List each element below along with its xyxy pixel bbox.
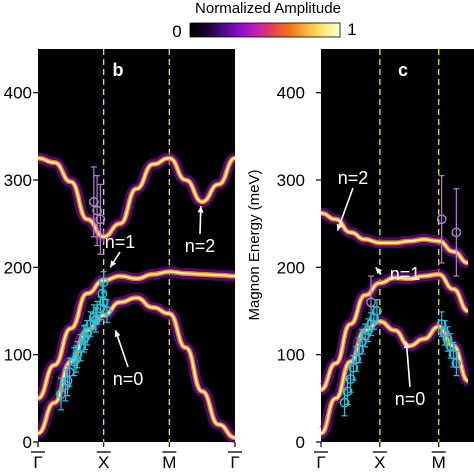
annotation-label: n=0	[395, 389, 426, 409]
data-point	[436, 214, 447, 225]
data-point	[445, 341, 456, 351]
panel-c-experimental-points	[339, 175, 462, 417]
data-point	[354, 345, 365, 356]
y-tick-label: 300	[4, 171, 32, 190]
panel-b-experimental-points	[56, 166, 112, 411]
annotation-label: n=1	[105, 232, 136, 252]
series-n=2	[320, 212, 469, 265]
x-tick-label: M	[162, 453, 176, 472]
colorbar-min-label: 0	[172, 22, 181, 41]
data-point	[90, 314, 101, 325]
panel-c-annotations: n=2 n=1 n=0	[336, 168, 426, 409]
x-tick-label: X	[98, 453, 109, 472]
data-point	[348, 362, 359, 373]
x-tick-label: Γ	[33, 453, 42, 472]
annotation-arrow	[114, 329, 129, 368]
x-tick-label: Γ	[230, 453, 239, 472]
colorbar-max-label: 1	[347, 20, 356, 39]
y-tick-label: 100	[277, 346, 305, 365]
panel-c-series	[318, 207, 471, 439]
y-tick-label: 200	[277, 258, 305, 277]
panel-b-annotations: n=2 n=1 n=0	[105, 206, 216, 389]
data-point	[71, 354, 81, 364]
x-tick-label: M	[432, 453, 446, 472]
series-n=0	[320, 320, 469, 435]
panel-c-y-axis-label: Magnon Energy (meV)	[246, 170, 263, 321]
data-point	[62, 375, 73, 386]
data-point	[351, 354, 362, 364]
y-tick-label: 400	[277, 84, 305, 103]
data-point	[439, 327, 450, 338]
data-point	[448, 349, 459, 360]
annotation-arrowhead	[403, 341, 410, 349]
data-point	[363, 325, 373, 336]
y-tick-label: 200	[4, 258, 32, 277]
data-point	[102, 306, 112, 316]
colorbar-bar	[189, 22, 341, 38]
data-point	[436, 319, 447, 329]
data-point	[80, 332, 91, 343]
y-tick-label: 0	[23, 433, 32, 452]
colorbar-title: Normalized Amplitude	[195, 0, 341, 17]
panel-c-y-axis: 0 100 200 300 400	[277, 84, 321, 452]
panel-c-letter: c	[398, 60, 408, 80]
panel-b-series	[35, 152, 238, 444]
annotation-label: n=2	[338, 168, 369, 188]
panel-c: Magnon Energy (meV) 0 100 200 300 400 Γ X M n=…	[246, 49, 474, 472]
panel-b-letter: b	[113, 60, 124, 80]
panel-c-dashed-lines	[379, 49, 440, 442]
data-point	[451, 227, 462, 238]
annotation-arrowhead	[110, 260, 117, 268]
annotation-arrowhead	[336, 223, 343, 231]
y-tick-label: 100	[4, 346, 32, 365]
panel-b-y-axis: 0 100 200 300 400	[4, 84, 38, 452]
annotation-arrowhead	[114, 330, 121, 338]
colorbar: Normalized Amplitude 0 1	[172, 0, 356, 41]
data-point	[95, 214, 106, 225]
data-point	[366, 319, 376, 329]
x-tick-label: X	[374, 453, 385, 472]
y-tick-label: 400	[4, 84, 32, 103]
annotation-arrow	[405, 341, 411, 388]
data-point	[97, 288, 108, 299]
data-point	[345, 374, 356, 385]
annotation-arrowhead	[197, 206, 204, 213]
series-n=2	[37, 157, 236, 238]
data-point	[372, 306, 382, 316]
annotation-arrow	[336, 187, 354, 231]
annotation-label: n=2	[185, 236, 216, 256]
data-point	[451, 358, 462, 369]
data-point	[92, 205, 103, 216]
data-point	[88, 196, 99, 207]
x-tick-label: Γ	[316, 453, 325, 472]
data-point	[82, 327, 93, 338]
y-tick-label: 0	[296, 433, 305, 452]
series-n=1	[320, 273, 469, 391]
data-point	[342, 386, 353, 397]
annotation-arrowhead	[375, 267, 383, 275]
data-point	[98, 277, 109, 288]
series-n=0	[37, 296, 236, 439]
panel-b-dashed-lines	[103, 49, 170, 442]
y-tick-label: 300	[277, 171, 305, 190]
series-n=1	[37, 270, 236, 400]
panel-b: 0 100 200 300 400 Γ X M Γ n=2 n=1 n=0 b	[4, 49, 242, 472]
annotation-label: n=1	[390, 264, 421, 284]
annotation-label: n=0	[113, 369, 144, 389]
data-point	[339, 397, 350, 408]
